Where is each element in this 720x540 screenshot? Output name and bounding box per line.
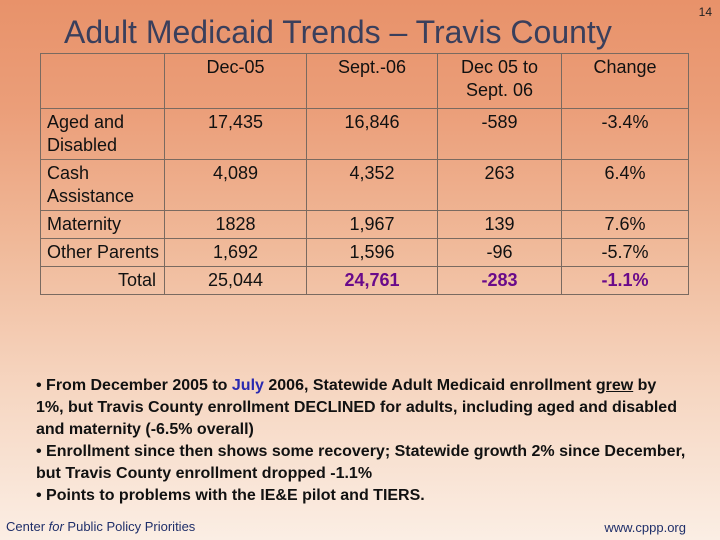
header-cell: Dec-05 xyxy=(164,53,307,109)
table-row: Maternity 1828 1,967 139 7.6% xyxy=(40,210,689,239)
header-cell: Dec 05 to Sept. 06 xyxy=(437,53,562,109)
cell-dec05: 4,089 xyxy=(164,159,307,211)
bullet-notes: • From December 2005 to July 2006, State… xyxy=(36,375,686,507)
table-row: Aged and Disabled 17,435 16,846 -589 -3.… xyxy=(40,108,689,160)
row-label: Cash Assistance xyxy=(40,159,165,211)
bullet-1-grew: grew xyxy=(595,377,634,394)
slide-title: Adult Medicaid Trends – Travis County xyxy=(64,14,612,50)
cell-diff: -589 xyxy=(437,108,562,160)
header-cell: Change xyxy=(561,53,689,109)
footer-org-post: Public Policy Priorities xyxy=(63,519,196,534)
cell-diff: -96 xyxy=(437,238,562,267)
row-label: Maternity xyxy=(40,210,165,239)
cell-sept06: 1,596 xyxy=(306,238,438,267)
footer-org-for: for xyxy=(48,519,64,534)
enrollment-table: Dec-05 Sept.-06 Dec 05 to Sept. 06 Chang… xyxy=(40,53,689,295)
total-label: Total xyxy=(40,266,165,295)
cell-change: -5.7% xyxy=(561,238,689,267)
bullet-1-mid: 2006, Statewide Adult Medicaid enrollmen… xyxy=(263,377,596,394)
bullet-2: • Enrollment since then shows some recov… xyxy=(36,443,686,482)
bullet-1-month: July xyxy=(231,377,264,394)
cell-diff: 139 xyxy=(437,210,562,239)
cell-dec05: 1,692 xyxy=(164,238,307,267)
row-label: Other Parents xyxy=(40,238,165,267)
footer-organization: Center for Public Policy Priorities xyxy=(6,519,195,534)
cell-change: -3.4% xyxy=(561,108,689,160)
total-sept06: 24,761 xyxy=(306,266,438,295)
table-header-row: Dec-05 Sept.-06 Dec 05 to Sept. 06 Chang… xyxy=(40,53,689,109)
header-cell xyxy=(40,53,165,109)
total-dec05: 25,044 xyxy=(164,266,307,295)
bullet-1-prefix: • From December 2005 to xyxy=(36,377,232,394)
page-number: 14 xyxy=(698,5,712,19)
cell-change: 6.4% xyxy=(561,159,689,211)
cell-sept06: 16,846 xyxy=(306,108,438,160)
bullet-3: • Points to problems with the IE&E pilot… xyxy=(36,487,425,504)
cell-sept06: 4,352 xyxy=(306,159,438,211)
footer-url[interactable]: www.cppp.org xyxy=(604,520,686,535)
header-cell: Sept.-06 xyxy=(306,53,438,109)
cell-dec05: 1828 xyxy=(164,210,307,239)
row-label: Aged and Disabled xyxy=(40,108,165,160)
bullet-1: • From December 2005 to July 2006, State… xyxy=(36,375,686,441)
table-row: Other Parents 1,692 1,596 -96 -5.7% xyxy=(40,238,689,267)
cell-change: 7.6% xyxy=(561,210,689,239)
bullet-1-rest: by 1%, but Travis County enrollment DECL… xyxy=(36,377,677,438)
footer-org-pre: Center xyxy=(6,519,49,534)
total-change: -1.1% xyxy=(561,266,689,295)
cell-sept06: 1,967 xyxy=(306,210,438,239)
table-total-row: Total 25,044 24,761 -283 -1.1% xyxy=(40,266,689,295)
cell-dec05: 17,435 xyxy=(164,108,307,160)
total-diff: -283 xyxy=(437,266,562,295)
cell-diff: 263 xyxy=(437,159,562,211)
table-row: Cash Assistance 4,089 4,352 263 6.4% xyxy=(40,159,689,211)
